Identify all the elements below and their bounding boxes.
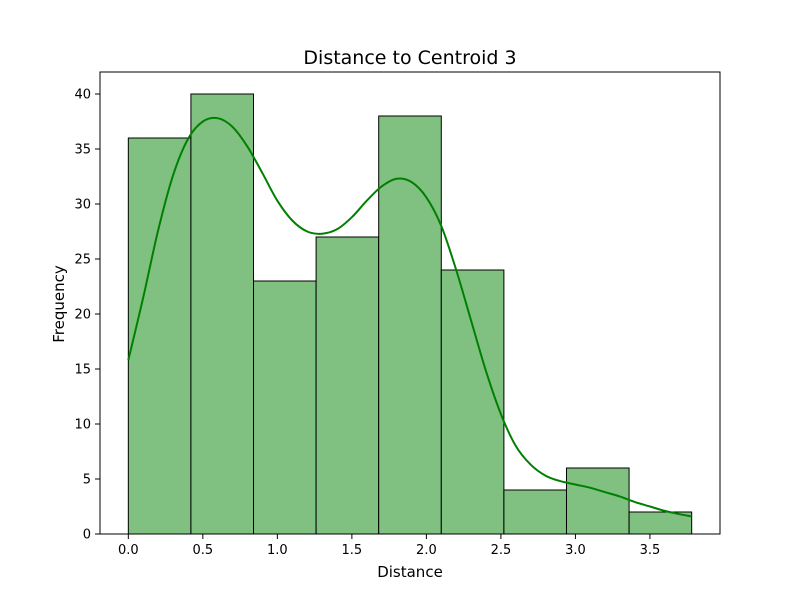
x-tick-label: 1.0 — [267, 543, 288, 558]
chart-title: Distance to Centroid 3 — [303, 47, 516, 69]
histogram-bar-7 — [503, 489, 567, 535]
plot-area-frame — [99, 71, 721, 535]
histogram-bars — [127, 93, 693, 535]
y-axis: 0 5 10 15 20 25 30 35 40 — [74, 88, 100, 543]
x-tick-label: 0.0 — [118, 543, 139, 558]
histogram-bar-6 — [440, 269, 505, 535]
histogram-bar-8 — [565, 467, 630, 535]
x-tick-label: 3.5 — [640, 543, 661, 558]
x-tick-label: 3.0 — [565, 543, 586, 558]
y-axis-label: Frequency — [50, 265, 68, 343]
x-tick-label: 1.5 — [342, 543, 363, 558]
y-tick-label: 10 — [74, 418, 91, 433]
y-tick-label: 30 — [74, 198, 91, 213]
kde-curve — [127, 116, 692, 518]
x-axis-label: Distance — [377, 563, 443, 581]
histogram-bar-3 — [253, 280, 317, 535]
histogram-bar-2 — [190, 93, 255, 535]
y-tick-label: 5 — [83, 473, 91, 488]
y-tick-label: 20 — [74, 308, 91, 323]
histogram-bar-4 — [315, 236, 380, 535]
x-tick-label: 2.5 — [491, 543, 512, 558]
x-tick-label: 0.5 — [192, 543, 213, 558]
y-tick-label: 15 — [74, 363, 91, 378]
y-tick-label: 0 — [83, 528, 91, 543]
x-axis: 0.0 0.5 1.0 1.5 2.0 2.5 3.0 3.5 — [118, 534, 660, 558]
x-tick-label: 2.0 — [416, 543, 437, 558]
y-tick-label: 25 — [74, 253, 91, 268]
histogram-bar-5 — [378, 115, 442, 535]
y-tick-label: 40 — [74, 88, 91, 103]
histogram-bar-1 — [127, 137, 192, 535]
y-tick-label: 35 — [74, 143, 91, 158]
